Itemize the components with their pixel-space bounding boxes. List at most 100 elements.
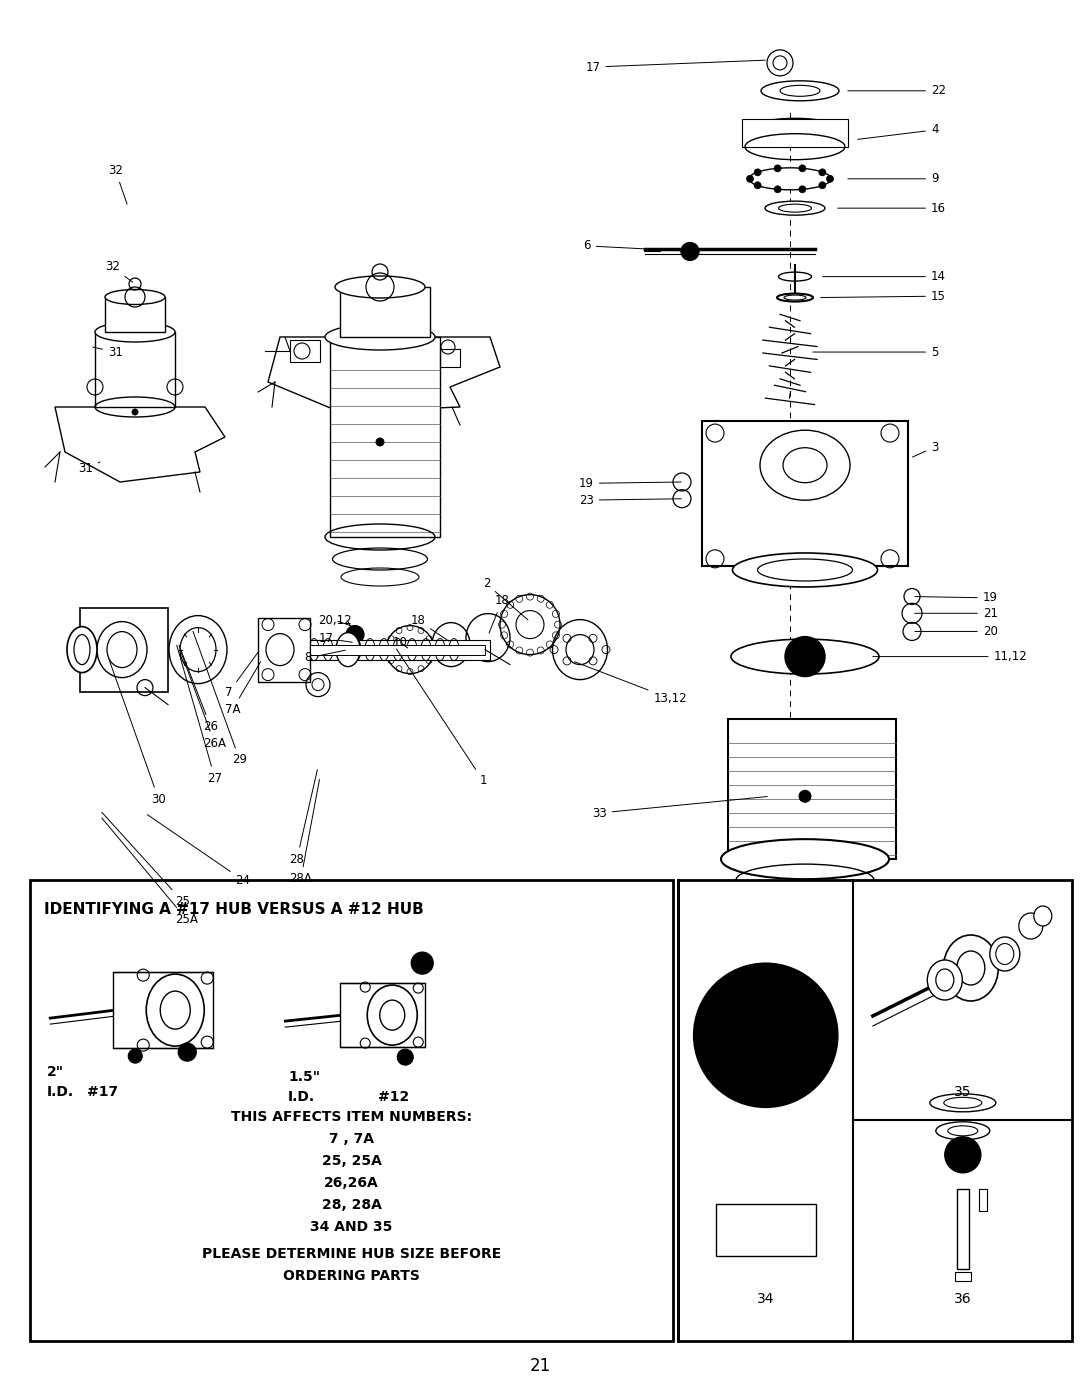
Text: 28: 28 — [289, 770, 318, 866]
Circle shape — [754, 169, 761, 176]
Text: 28A: 28A — [289, 780, 320, 886]
Text: 34: 34 — [757, 1292, 774, 1306]
Bar — [978, 1189, 987, 1211]
Text: 13,12: 13,12 — [575, 662, 687, 705]
Text: 34 AND 35: 34 AND 35 — [310, 1220, 393, 1234]
Circle shape — [785, 637, 825, 676]
Text: 26A: 26A — [181, 652, 226, 750]
Bar — [955, 1273, 971, 1281]
Ellipse shape — [750, 168, 831, 190]
Circle shape — [411, 953, 433, 974]
Circle shape — [132, 409, 138, 415]
Text: IDENTIFYING A #17 HUB VERSUS A #12 HUB: IDENTIFYING A #17 HUB VERSUS A #12 HUB — [44, 902, 424, 916]
Text: 30: 30 — [109, 659, 166, 806]
Text: 18: 18 — [410, 613, 448, 641]
Text: 24: 24 — [147, 814, 251, 887]
Text: 16: 16 — [838, 201, 946, 215]
Ellipse shape — [761, 81, 839, 101]
Polygon shape — [55, 407, 225, 482]
Text: 32: 32 — [105, 260, 133, 282]
Text: THIS AFFECTS ITEM NUMBERS:: THIS AFFECTS ITEM NUMBERS: — [231, 1111, 472, 1125]
Ellipse shape — [336, 633, 360, 666]
Bar — [340, 983, 426, 1048]
Text: 11,12: 11,12 — [873, 650, 1027, 664]
Text: 26: 26 — [179, 645, 218, 733]
Text: #12: #12 — [378, 1090, 409, 1104]
Text: 36: 36 — [954, 1292, 972, 1306]
Text: 5: 5 — [813, 345, 939, 359]
Bar — [113, 972, 213, 1048]
Circle shape — [774, 165, 781, 172]
Bar — [330, 337, 440, 536]
Text: 7: 7 — [225, 652, 258, 700]
Bar — [716, 1204, 815, 1256]
Circle shape — [752, 1021, 780, 1049]
Text: 25, 25A: 25, 25A — [322, 1154, 381, 1168]
Text: 7 , 7A: 7 , 7A — [329, 1132, 374, 1146]
Bar — [291, 339, 320, 362]
Text: 25A: 25A — [102, 819, 198, 926]
Text: 18: 18 — [489, 594, 510, 633]
Ellipse shape — [105, 289, 165, 305]
Bar — [80, 608, 168, 692]
Ellipse shape — [1034, 907, 1052, 926]
Ellipse shape — [731, 638, 879, 675]
Bar — [95, 332, 175, 407]
Text: 21: 21 — [529, 1358, 551, 1375]
Circle shape — [819, 182, 826, 189]
Text: 19: 19 — [579, 476, 681, 490]
Text: 29: 29 — [193, 631, 247, 767]
Text: 3: 3 — [913, 440, 939, 457]
Ellipse shape — [765, 201, 825, 215]
Bar — [702, 420, 908, 566]
Circle shape — [129, 1049, 143, 1063]
Circle shape — [759, 1030, 772, 1041]
Bar — [340, 286, 430, 337]
Text: 17: 17 — [319, 631, 352, 645]
Circle shape — [799, 791, 811, 802]
Text: 4: 4 — [858, 123, 939, 140]
Circle shape — [945, 1137, 981, 1173]
Ellipse shape — [732, 553, 877, 587]
Text: 32: 32 — [108, 163, 127, 204]
Text: 20,12: 20,12 — [319, 613, 352, 627]
Text: 20: 20 — [915, 624, 998, 638]
Text: 7A: 7A — [225, 662, 260, 717]
Ellipse shape — [990, 937, 1020, 971]
Bar — [742, 119, 848, 147]
Circle shape — [754, 182, 761, 189]
Ellipse shape — [168, 616, 227, 683]
Circle shape — [346, 626, 364, 644]
Ellipse shape — [146, 974, 204, 1046]
Text: 17: 17 — [585, 60, 766, 74]
Ellipse shape — [97, 622, 147, 678]
Text: ORDERING PARTS: ORDERING PARTS — [283, 1268, 420, 1282]
Circle shape — [819, 169, 826, 176]
Text: 8: 8 — [305, 650, 346, 665]
Circle shape — [746, 175, 754, 183]
Ellipse shape — [928, 960, 962, 1000]
Text: 31: 31 — [93, 345, 123, 359]
Bar — [105, 298, 165, 332]
Bar — [440, 349, 460, 367]
Bar — [678, 880, 1072, 1341]
Circle shape — [397, 1049, 414, 1065]
Circle shape — [826, 175, 834, 183]
Text: 31: 31 — [78, 462, 100, 475]
Ellipse shape — [745, 119, 845, 144]
Text: I.D.: I.D. — [48, 1085, 75, 1099]
Bar — [310, 644, 485, 655]
Text: 10: 10 — [393, 636, 408, 650]
Ellipse shape — [930, 1094, 996, 1112]
Text: 22: 22 — [848, 84, 946, 98]
Ellipse shape — [95, 321, 175, 342]
Circle shape — [799, 165, 806, 172]
Bar — [957, 1189, 969, 1268]
Text: 15: 15 — [821, 289, 946, 303]
Ellipse shape — [553, 620, 607, 679]
Circle shape — [693, 964, 838, 1108]
Ellipse shape — [935, 1122, 990, 1140]
Text: 33: 33 — [592, 796, 767, 820]
Text: 1: 1 — [396, 650, 487, 788]
Ellipse shape — [325, 324, 435, 351]
